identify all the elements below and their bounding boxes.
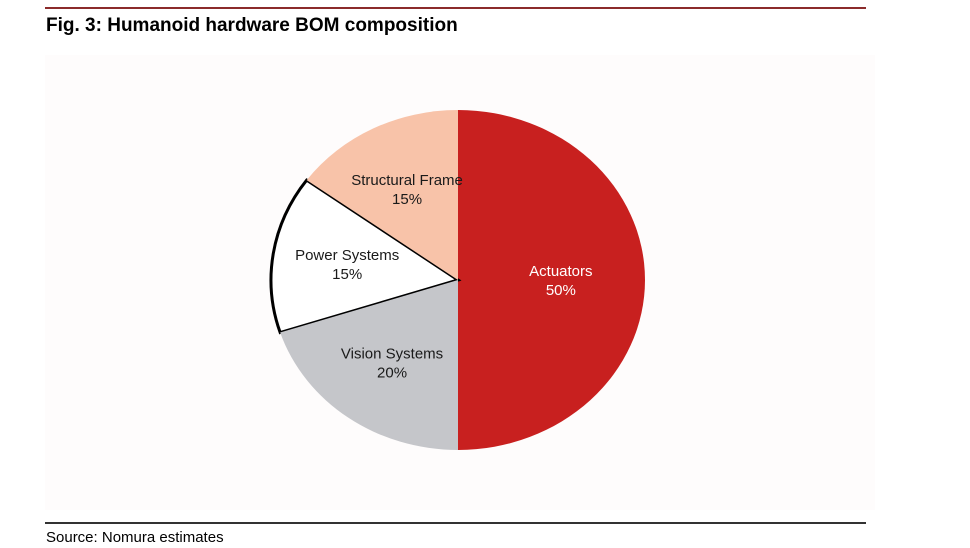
slice-label-structural-frame: Structural Frame [351, 172, 463, 189]
slice-label-actuators: Actuators [529, 263, 592, 280]
bottom-rule [45, 522, 866, 524]
chart-title: Fig. 3: Humanoid hardware BOM compositio… [46, 15, 458, 36]
pie-slice-structural-frame [306, 110, 458, 280]
slice-value-vision-systems: 20% [377, 365, 407, 382]
slice-label-power-systems: Power Systems [295, 247, 399, 264]
slice-value-structural-frame: 15% [392, 191, 422, 208]
source-note: Source: Nomura estimates [46, 529, 224, 546]
pie-slice-vision-systems [280, 280, 458, 450]
top-rule [45, 7, 866, 9]
slice-value-power-systems: 15% [332, 266, 362, 283]
slice-value-actuators: 50% [546, 282, 576, 299]
pie-slice-power-systems [269, 178, 462, 335]
slice-label-vision-systems: Vision Systems [341, 346, 443, 363]
pie-slice-actuators [458, 110, 645, 450]
